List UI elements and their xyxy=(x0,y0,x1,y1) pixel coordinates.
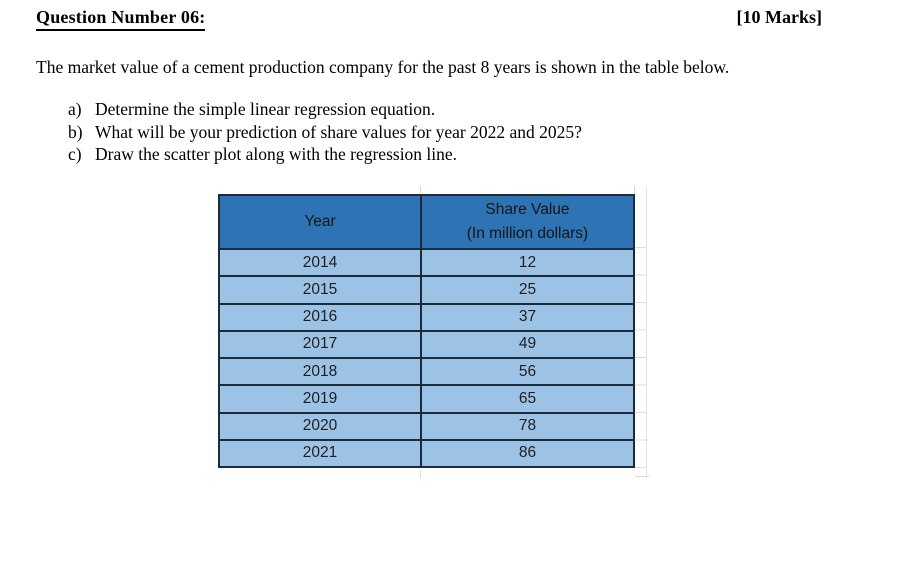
table-row: 2014 12 xyxy=(218,247,636,278)
question-header: Question Number 06: [10 Marks] xyxy=(36,7,822,31)
intro-paragraph: The market value of a cement production … xyxy=(36,57,730,77)
cell-value: 12 xyxy=(419,247,636,278)
table-row: 2015 25 xyxy=(218,275,636,305)
cell-year: 2016 xyxy=(218,302,422,332)
item-text: What will be your prediction of share va… xyxy=(95,121,582,142)
cell-value: 86 xyxy=(419,438,636,469)
table-row: 2018 56 xyxy=(218,356,636,387)
marks-label: [10 Marks] xyxy=(736,7,822,27)
table-row: 2021 86 xyxy=(218,438,636,469)
cell-value: 56 xyxy=(419,356,636,387)
table-header-row: Year Share Value (In million dollars) xyxy=(218,194,636,250)
list-item: b) What will be your prediction of share… xyxy=(68,121,862,144)
cell-year: 2015 xyxy=(218,275,422,305)
question-title: Question Number 06: xyxy=(36,7,206,31)
share-value-table-wrap: Year Share Value (In million dollars) 20… xyxy=(218,194,636,469)
header-year-label: Year xyxy=(304,213,336,230)
gridline-artifact xyxy=(634,186,635,194)
cell-year: 2020 xyxy=(218,411,422,441)
gridline-artifact xyxy=(420,470,421,478)
list-item: a) Determine the simple linear regressio… xyxy=(68,98,862,121)
gridline-artifact xyxy=(635,476,649,477)
table-row: 2017 49 xyxy=(218,329,636,360)
cell-year: 2014 xyxy=(218,247,422,278)
cell-year: 2019 xyxy=(218,384,422,414)
gridline-artifact xyxy=(635,247,647,471)
header-share-value-subtitle: (In million dollars) xyxy=(466,225,589,242)
gridline-artifact xyxy=(420,186,421,194)
header-cell-share-value: Share Value (In million dollars) xyxy=(419,194,636,250)
cell-value: 25 xyxy=(419,275,636,305)
question-list: a) Determine the simple linear regressio… xyxy=(68,98,862,166)
item-text: Determine the simple linear regression e… xyxy=(95,99,436,119)
cell-value: 37 xyxy=(419,302,636,332)
item-label: c) xyxy=(68,144,82,165)
table-row: 2019 65 xyxy=(218,384,636,414)
cell-year: 2018 xyxy=(218,356,422,387)
table-row: 2020 78 xyxy=(218,411,636,441)
cell-value: 65 xyxy=(419,384,636,414)
list-item: c) Draw the scatter plot along with the … xyxy=(68,143,862,166)
cell-year: 2021 xyxy=(218,438,422,469)
cell-value: 78 xyxy=(419,411,636,441)
item-label: a) xyxy=(68,99,82,119)
table-row: 2016 37 xyxy=(218,302,636,332)
header-share-value-title: Share Value xyxy=(485,201,570,218)
share-value-table: Year Share Value (In million dollars) 20… xyxy=(218,194,636,469)
item-text: Draw the scatter plot along with the reg… xyxy=(95,144,458,165)
cell-value: 49 xyxy=(419,329,636,360)
cell-year: 2017 xyxy=(218,329,422,360)
header-cell-year: Year xyxy=(218,194,422,250)
item-label: b) xyxy=(68,121,83,142)
